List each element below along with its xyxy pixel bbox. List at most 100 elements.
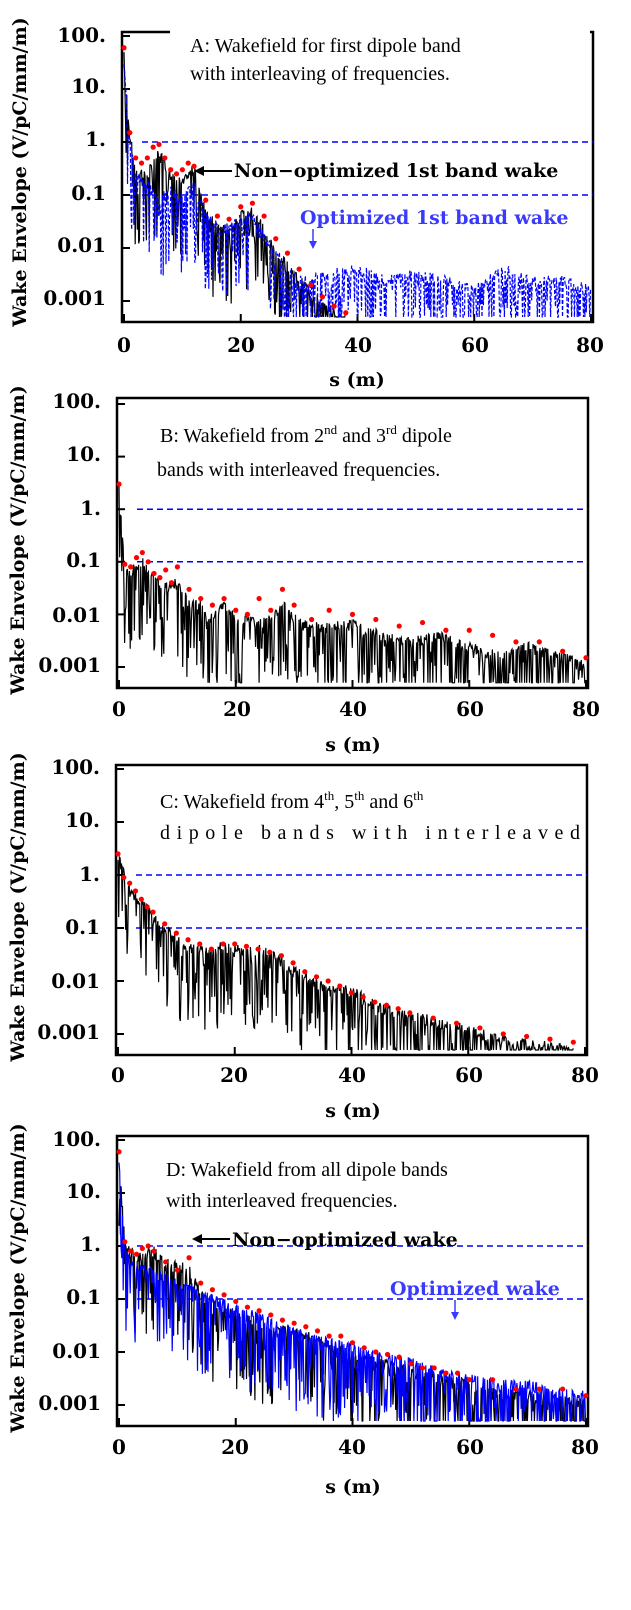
envelope-marker xyxy=(419,1365,426,1371)
envelope-marker xyxy=(185,937,191,943)
x-tick-labels: 0 20 40 60 80 xyxy=(111,1063,599,1087)
y-tick-label: 10. xyxy=(71,74,106,98)
y-tick-label: 10. xyxy=(66,1179,101,1203)
y-tick-label: 0.01 xyxy=(52,1339,101,1363)
x-axis-label: s (m) xyxy=(329,369,384,391)
envelope-marker xyxy=(419,619,426,626)
envelope-marker xyxy=(513,639,519,645)
envelope-marker xyxy=(268,1312,274,1318)
envelope-marker xyxy=(361,1345,367,1351)
envelope-marker xyxy=(384,1351,391,1358)
envelope-marker xyxy=(138,896,144,902)
envelope-marker xyxy=(127,130,133,136)
envelope-marker xyxy=(396,1354,402,1360)
y-tick-label: 0.001 xyxy=(37,1020,100,1044)
envelope-marker xyxy=(383,1002,390,1008)
envelope-marker xyxy=(209,1287,215,1293)
envelope-marker xyxy=(163,567,169,573)
envelope-marker xyxy=(116,481,122,487)
envelope-marker xyxy=(133,1251,140,1257)
x-tick-label: 40 xyxy=(339,697,367,721)
y-tick-label: 0.1 xyxy=(66,1285,101,1309)
envelope-marker xyxy=(443,1370,449,1376)
envelope-marker xyxy=(536,1386,542,1392)
y-tick-label: 10. xyxy=(65,808,100,832)
envelope-marker xyxy=(221,595,227,602)
series-line xyxy=(123,64,592,318)
y-tick-label: 0.001 xyxy=(38,653,101,677)
panel-title-line-2: bands with interleaved frequencies. xyxy=(157,459,440,481)
envelope-marker xyxy=(570,1039,576,1045)
y-tick-label: 1. xyxy=(80,496,101,520)
y-tick-label: 1. xyxy=(85,127,106,151)
envelope-marker xyxy=(186,586,192,592)
data-layer xyxy=(121,35,593,322)
envelope-marker xyxy=(268,607,274,613)
envelope-marker xyxy=(547,1036,553,1042)
y-tick-label: 1. xyxy=(79,862,100,886)
envelope-marker xyxy=(279,586,286,592)
x-tick-label: 20 xyxy=(220,1063,248,1087)
y-tick-labels: 100. 10. 1. 0.1 0.01 0.001 xyxy=(37,755,100,1044)
y-tick-label: 0.1 xyxy=(66,548,101,572)
envelope-marker xyxy=(173,171,180,177)
title-superscript: rd xyxy=(386,422,397,437)
y-tick-labels: 100. 10. 1. 0.1 0.01 0.001 xyxy=(38,1127,101,1415)
envelope-marker xyxy=(273,236,279,242)
title-box xyxy=(140,776,585,856)
envelope-marker xyxy=(453,1020,460,1026)
data-layer xyxy=(116,1139,589,1426)
envelope-marker xyxy=(127,880,133,886)
y-axis-label: Wake Envelope (V/pC/mm/m) xyxy=(7,752,29,1062)
envelope-marker xyxy=(291,602,297,608)
envelope-marker xyxy=(395,1006,401,1012)
envelope-marker xyxy=(244,1304,251,1310)
envelope-marker xyxy=(214,213,220,219)
envelope-marker xyxy=(220,941,226,947)
envelope-marker xyxy=(349,1340,356,1346)
y-tick-label: 10. xyxy=(66,442,101,466)
y-axis-label: Wake Envelope (V/pC/mm/m) xyxy=(9,17,31,327)
envelope-marker xyxy=(121,874,127,881)
envelope-marker xyxy=(477,1025,483,1031)
panel-title-line-2: with interleaving of frequencies. xyxy=(190,63,450,85)
envelope-marker xyxy=(233,607,239,613)
envelope-marker xyxy=(128,564,134,570)
envelope-marker xyxy=(454,1370,461,1376)
envelope-marker xyxy=(284,250,291,256)
envelope-marker xyxy=(308,282,314,288)
envelope-marker xyxy=(145,559,151,565)
x-tick-label: 40 xyxy=(338,1063,366,1087)
envelope-marker xyxy=(139,549,145,556)
x-tick-label: 80 xyxy=(572,697,600,721)
envelope-marker xyxy=(115,851,121,857)
envelope-marker xyxy=(490,632,496,638)
envelope-marker xyxy=(168,580,175,586)
envelope-marker xyxy=(203,197,209,203)
chart-panel-a: 100. 10. 1. 0.1 0.01 0.001 0 20 40 60 80… xyxy=(9,17,604,391)
envelope-marker xyxy=(500,1031,506,1037)
envelope-marker xyxy=(151,1248,157,1254)
envelope-marker xyxy=(396,623,402,629)
envelope-marker xyxy=(157,575,163,581)
envelope-marker xyxy=(430,1015,436,1021)
title-box xyxy=(150,1144,585,1224)
x-tick-label: 0 xyxy=(112,1435,126,1459)
envelope-marker xyxy=(490,1377,496,1383)
y-tick-label: 100. xyxy=(51,755,100,779)
envelope-marker xyxy=(583,655,589,661)
envelope-marker xyxy=(255,946,261,952)
x-tick-label: 40 xyxy=(344,333,372,357)
x-tick-label: 0 xyxy=(111,1063,125,1087)
envelope-marker xyxy=(314,1328,321,1334)
y-tick-label: 0.01 xyxy=(57,233,106,257)
annotation-arrowhead xyxy=(309,241,317,249)
x-tick-label: 20 xyxy=(221,1435,249,1459)
data-layer xyxy=(116,403,589,688)
y-tick-labels: 100. 10. 1. 0.1 0.01 0.001 xyxy=(43,23,106,310)
envelope-marker xyxy=(466,1377,472,1383)
envelope-marker xyxy=(291,1320,297,1326)
panel-title-line-1: B: Wakefield from 2nd and 3rd dipole xyxy=(160,422,452,447)
envelope-marker xyxy=(331,303,337,309)
x-tick-label: 60 xyxy=(455,1063,483,1087)
